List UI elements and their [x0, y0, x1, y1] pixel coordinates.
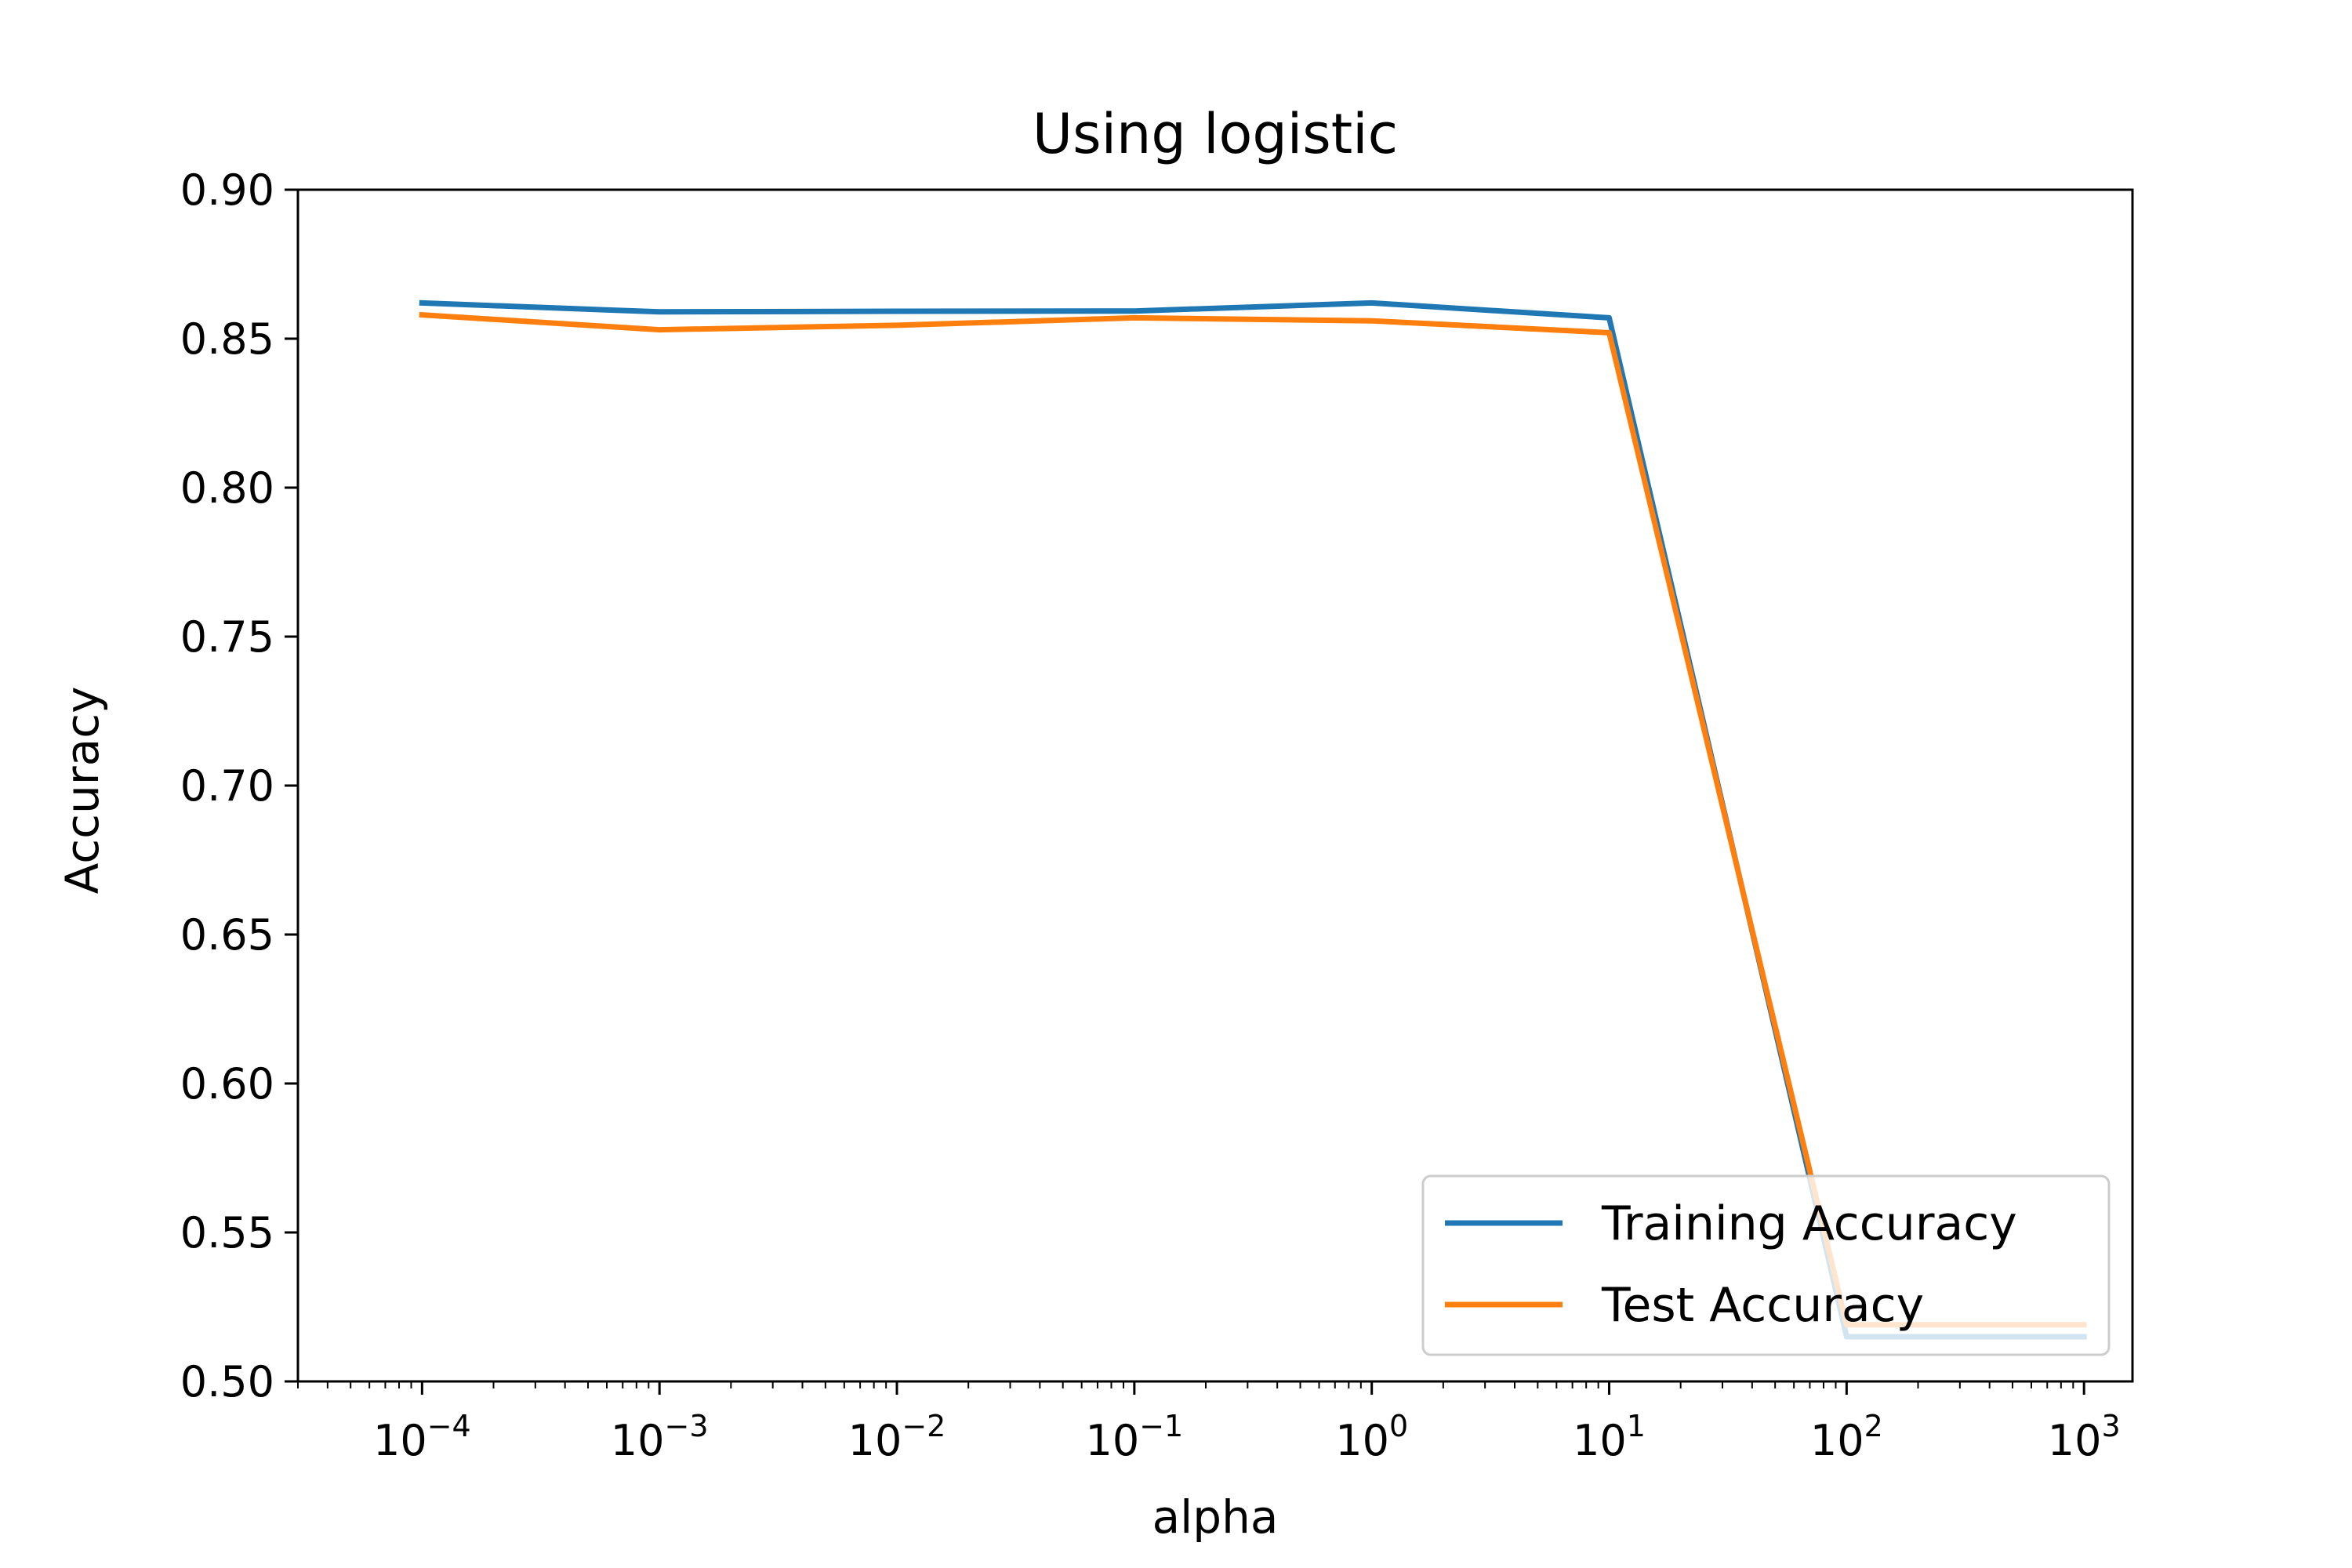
x-tick-label: 10−3	[611, 1409, 709, 1465]
y-tick-label: 0.85	[180, 314, 274, 364]
legend-box	[1421, 1174, 2111, 1356]
x-tick-base: 10	[1335, 1416, 1389, 1465]
plot-area	[419, 299, 2087, 1340]
x-tick-exponent: −4	[427, 1409, 471, 1443]
legend-label-2: Test Accuracy	[1601, 1278, 1924, 1333]
x-tick-label: 101	[1573, 1409, 1646, 1465]
chart-title: Using logistic	[1033, 102, 1398, 166]
y-tick-label: 0.60	[180, 1059, 274, 1109]
x-tick-exponent: 2	[1864, 1409, 1883, 1443]
x-axis-label: alpha	[1152, 1490, 1279, 1544]
y-tick-label: 0.50	[180, 1357, 274, 1406]
x-tick-label: 103	[2048, 1409, 2121, 1465]
x-tick-exponent: 0	[1389, 1409, 1408, 1443]
x-tick-label: 10−4	[373, 1409, 471, 1465]
y-tick-label: 0.55	[180, 1208, 274, 1258]
x-tick-label: 102	[1810, 1409, 1883, 1465]
x-tick-exponent: 3	[2101, 1409, 2120, 1443]
y-tick-label: 0.75	[180, 612, 274, 662]
x-tick-exponent: −1	[1139, 1409, 1183, 1443]
x-tick-base: 10	[611, 1416, 665, 1465]
y-tick-label: 0.70	[180, 761, 274, 811]
y-tick-label: 0.90	[180, 165, 274, 215]
y-axis-label: Accuracy	[56, 687, 109, 895]
axes: 0.500.550.600.650.700.750.800.850.9010−4…	[180, 165, 2134, 1465]
x-tick-exponent: 1	[1627, 1409, 1646, 1443]
x-tick-exponent: −3	[665, 1409, 709, 1443]
y-tick-label: 0.65	[180, 910, 274, 960]
x-tick-base: 10	[373, 1416, 427, 1465]
x-tick-label: 100	[1335, 1409, 1408, 1465]
legend: Training Accuracy Test Accuracy	[1421, 1174, 2111, 1356]
series-line-2	[419, 311, 2087, 1328]
x-tick-label: 10−1	[1085, 1409, 1183, 1465]
legend-label-1: Training Accuracy	[1601, 1196, 2017, 1251]
x-tick-base: 10	[1810, 1416, 1864, 1465]
x-tick-base: 10	[1085, 1416, 1139, 1465]
y-tick-label: 0.80	[180, 463, 274, 513]
x-tick-exponent: −2	[902, 1409, 946, 1443]
x-tick-base: 10	[2048, 1416, 2102, 1465]
x-tick-label: 10−2	[848, 1409, 946, 1465]
x-tick-base: 10	[1573, 1416, 1627, 1465]
x-tick-base: 10	[848, 1416, 902, 1465]
